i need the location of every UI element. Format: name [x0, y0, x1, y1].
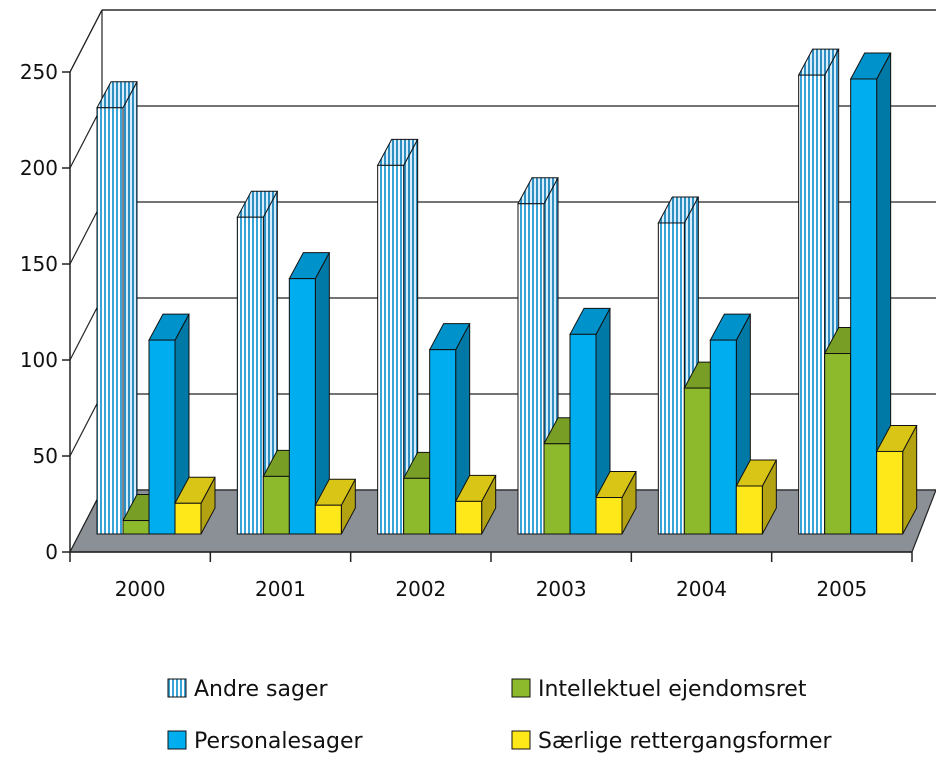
bar-2001-3 — [314, 478, 357, 535]
legend-label: Personalesager — [194, 729, 364, 754]
legend-swatch — [511, 730, 531, 750]
bar-2002-0 — [376, 138, 419, 535]
bar-front — [709, 339, 737, 535]
y-tick-label: 200 — [20, 156, 58, 180]
bar-2004-3 — [735, 459, 778, 535]
bar-front — [429, 349, 457, 535]
bar-2000-3 — [174, 476, 216, 535]
y-tick-label: 50 — [33, 444, 58, 468]
legend-swatch — [167, 678, 187, 698]
bar-front — [148, 339, 176, 535]
y-tick-label: 100 — [20, 348, 58, 372]
bar-2000-2 — [148, 313, 190, 535]
bar-front — [236, 216, 264, 535]
bar-front — [595, 497, 623, 535]
bar-2000-0 — [96, 81, 138, 535]
bar-front — [455, 500, 483, 535]
bar-2003-3 — [595, 471, 637, 535]
bar-2001-0 — [236, 190, 279, 535]
side-wall-top — [69, 9, 103, 73]
bar-front — [314, 504, 342, 535]
x-tick-label: 2005 — [816, 577, 867, 601]
bar-front — [657, 222, 685, 535]
x-tick-label: 2004 — [676, 577, 727, 601]
y-tick-label: 150 — [20, 252, 58, 276]
bar-front — [96, 107, 124, 535]
bar-front — [174, 502, 202, 535]
legend-item: Særlige rettergangsformer — [511, 729, 833, 754]
bar-2005-2 — [849, 52, 892, 535]
bar-front — [683, 387, 711, 535]
bars — [96, 48, 918, 535]
bar-front — [122, 520, 150, 535]
legend-swatch — [511, 678, 531, 698]
bar-front — [850, 78, 878, 535]
legend: Andre sager Intellektuel ejendomsret Perso… — [167, 677, 833, 754]
legend-label: Intellektuel ejendomsret — [538, 677, 807, 702]
bar-front — [824, 353, 852, 535]
bar-front — [517, 203, 545, 535]
legend-label: Særlige rettergangsformer — [538, 729, 833, 754]
y-axis: 0 50 100 150 200 250 — [20, 60, 71, 564]
bar-front — [543, 443, 571, 535]
bar-side — [122, 81, 138, 535]
x-tick-label: 2001 — [255, 577, 306, 601]
x-tick-label: 2003 — [536, 577, 587, 601]
y-tick-label: 250 — [20, 60, 58, 84]
x-tick-label: 2002 — [395, 577, 446, 601]
y-tick-label: 0 — [45, 540, 58, 564]
bar-front — [798, 74, 826, 535]
bar-front — [876, 450, 904, 535]
bar-2001-2 — [288, 252, 331, 535]
bar-front — [569, 333, 597, 535]
legend-item: Intellektuel ejendomsret — [511, 677, 807, 702]
legend-label: Andre sager — [194, 677, 328, 702]
bar-front — [288, 278, 316, 535]
legend-item: Personalesager — [167, 729, 364, 754]
x-tick-label: 2000 — [115, 577, 166, 601]
bar-front — [735, 485, 763, 535]
bar-front — [262, 475, 290, 535]
bar-2005-3 — [875, 424, 918, 535]
legend-item: Andre sager — [167, 677, 328, 702]
legend-swatch — [167, 730, 187, 750]
bar-2002-3 — [454, 474, 497, 535]
x-axis: 2000 2001 2002 2003 2004 2005 — [69, 551, 913, 601]
bar-front — [403, 477, 431, 535]
bar-front — [377, 164, 405, 535]
